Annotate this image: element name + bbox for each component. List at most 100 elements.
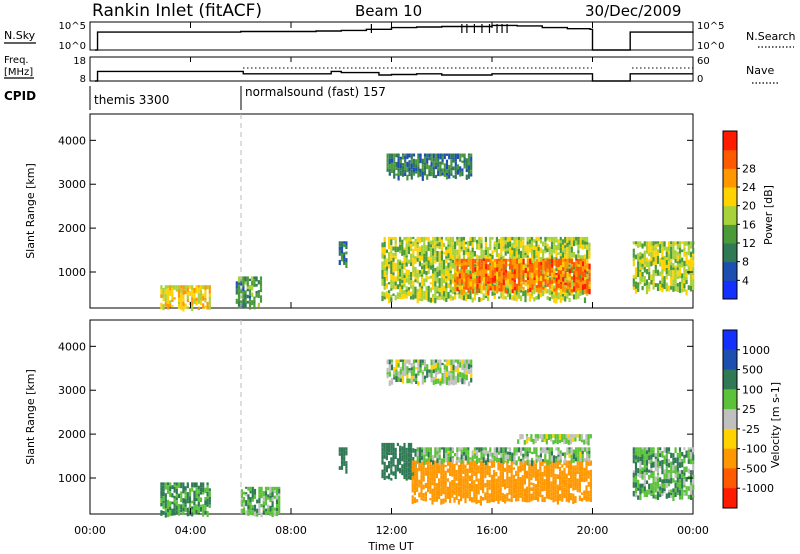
heatmap-cell xyxy=(674,254,677,259)
heatmap-cell xyxy=(478,297,481,303)
heatmap-cell xyxy=(418,273,421,277)
heatmap-cell xyxy=(485,273,488,277)
heatmap-cell xyxy=(559,282,563,285)
heatmap-cell xyxy=(583,458,586,462)
heatmap-cell xyxy=(202,296,205,301)
heatmap-cell xyxy=(499,468,502,472)
heatmap-cell xyxy=(445,377,449,380)
heatmap-cell xyxy=(656,488,660,492)
heatmap-cell xyxy=(164,289,167,295)
heatmap-cell xyxy=(208,289,211,294)
heatmap-cell xyxy=(433,476,436,482)
heatmap-cell xyxy=(345,447,348,451)
heatmap-cell xyxy=(663,469,666,474)
heatmap-cell xyxy=(408,368,411,371)
heatmap-cell xyxy=(383,446,386,450)
heatmap-cell xyxy=(390,442,393,447)
heatmap-cell xyxy=(551,258,554,264)
heatmap-cell xyxy=(493,293,496,296)
heatmap-cell xyxy=(436,291,439,294)
heatmap-cell xyxy=(476,270,479,275)
heatmap-cell xyxy=(418,255,421,262)
heatmap-cell xyxy=(663,263,666,266)
heatmap-cell xyxy=(455,472,458,477)
heatmap-cell xyxy=(416,288,419,292)
power-range-axis-label: Slant Range [km] xyxy=(24,163,37,259)
heatmap-cell xyxy=(404,367,407,372)
heatmap-cell xyxy=(399,467,402,474)
heatmap-cell xyxy=(430,365,433,370)
heatmap-cell xyxy=(500,447,503,454)
heatmap-cell xyxy=(166,482,170,486)
heatmap-cell xyxy=(473,286,476,291)
heatmap-cell xyxy=(528,247,531,251)
heatmap-cell xyxy=(486,495,489,499)
heatmap-cell xyxy=(399,259,402,262)
heatmap-cell xyxy=(534,477,537,481)
heatmap-cell xyxy=(460,447,463,450)
heatmap-cell xyxy=(665,282,668,287)
heatmap-cell xyxy=(401,274,404,280)
heatmap-cell xyxy=(637,261,640,266)
heatmap-cell xyxy=(411,495,414,499)
heatmap-cell xyxy=(416,257,419,262)
heatmap-cell xyxy=(186,507,189,513)
heatmap-cell xyxy=(386,164,389,167)
heatmap-cell xyxy=(557,246,560,251)
heatmap-cell xyxy=(242,502,246,508)
heatmap-cell xyxy=(162,287,165,294)
heatmap-cell xyxy=(208,285,211,290)
heatmap-cell xyxy=(578,482,581,487)
heatmap-cell xyxy=(567,437,570,440)
heatmap-cell xyxy=(421,274,424,277)
heatmap-cell xyxy=(171,294,174,300)
heatmap-cell xyxy=(520,258,523,263)
heatmap-cell xyxy=(390,378,394,381)
heatmap-cell xyxy=(416,467,419,473)
heatmap-cell xyxy=(521,464,524,468)
heatmap-cell xyxy=(493,463,496,468)
heatmap-cell xyxy=(643,469,646,473)
heatmap-cell xyxy=(177,306,181,309)
heatmap-cell xyxy=(206,285,209,290)
heatmap-cell xyxy=(499,495,502,499)
heatmap-cell xyxy=(548,258,552,261)
colorbar-swatch xyxy=(723,409,737,430)
heatmap-cell xyxy=(489,288,492,291)
heatmap-cell xyxy=(542,258,545,261)
heatmap-cell xyxy=(460,451,463,455)
heatmap-cell xyxy=(385,455,388,458)
heatmap-cell xyxy=(645,489,649,492)
heatmap-cell xyxy=(278,510,281,514)
heatmap-cell xyxy=(504,248,507,252)
heatmap-cell xyxy=(343,252,346,256)
heatmap-cell xyxy=(440,254,443,261)
heatmap-cell xyxy=(554,498,557,502)
heatmap-cell xyxy=(493,494,496,498)
heatmap-cell xyxy=(545,477,548,483)
heatmap-cell xyxy=(473,453,476,457)
heatmap-cell xyxy=(681,488,684,493)
heatmap-cell xyxy=(588,263,591,270)
heatmap-cell xyxy=(574,434,577,438)
heatmap-cell xyxy=(447,258,450,261)
heatmap-cell xyxy=(479,481,482,486)
heatmap-cell xyxy=(661,254,664,258)
heatmap-cell xyxy=(399,366,402,370)
heatmap-cell xyxy=(535,275,538,280)
heatmap-cell xyxy=(420,474,423,481)
heatmap-cell xyxy=(663,260,666,264)
heatmap-cell xyxy=(557,239,560,243)
heatmap-cell xyxy=(554,460,557,466)
heatmap-cell xyxy=(685,251,688,255)
heatmap-cell xyxy=(473,465,476,471)
heatmap-cell xyxy=(463,156,466,161)
heatmap-cell xyxy=(519,477,522,482)
heatmap-cell xyxy=(643,279,646,283)
heatmap-cell xyxy=(656,241,660,244)
cpid-segment-themis: themis 3300 xyxy=(94,93,169,107)
heatmap-cell xyxy=(533,287,536,290)
heatmap-cell xyxy=(581,460,584,466)
heatmap-cell xyxy=(340,455,344,461)
heatmap-cell xyxy=(469,236,472,241)
